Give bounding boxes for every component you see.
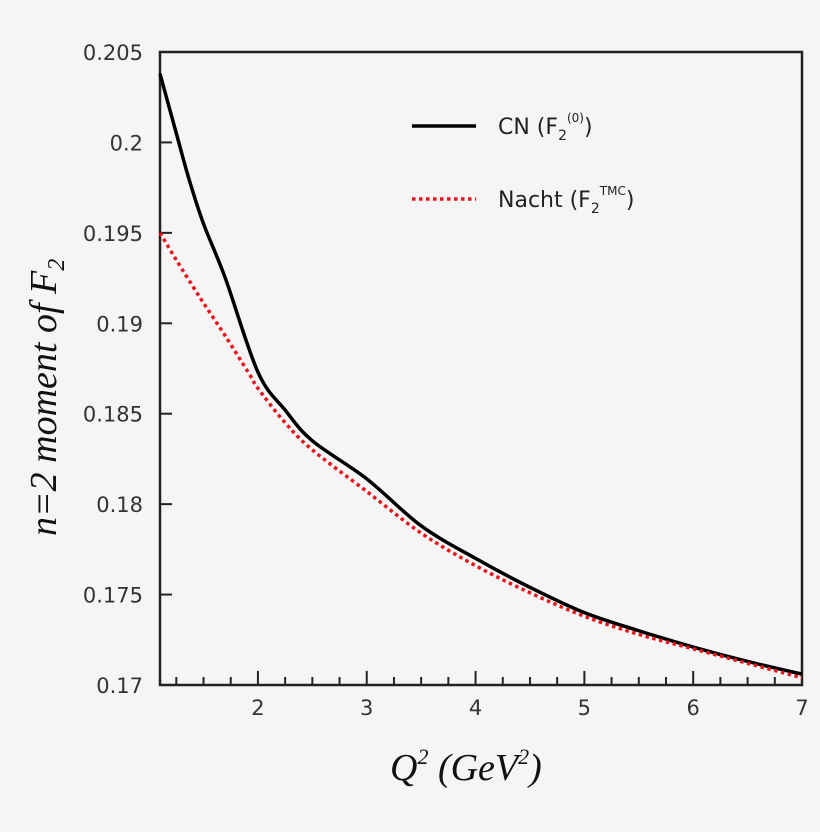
x-axis-ticks: 2 3 4 5 6 7 <box>175 671 809 720</box>
y-axis-ticks: 0.17 0.175 0.18 0.185 0.19 0.195 0.2 0.205 <box>83 41 172 698</box>
x-tick-label: 4 <box>469 696 482 720</box>
legend-label-cn: CN (F2(0)) <box>498 111 593 144</box>
y-tick-label: 0.17 <box>96 674 143 698</box>
series-nacht <box>158 231 803 680</box>
y-axis-title: n=2 moment of F2 <box>23 259 70 536</box>
x-tick-label: 5 <box>578 696 591 720</box>
series-cn <box>158 73 803 676</box>
x-axis-title: Q2 (GeV2) <box>390 744 542 789</box>
plot-area <box>158 50 804 687</box>
x-tick-label: 2 <box>251 696 264 720</box>
y-tick-label: 0.18 <box>96 493 143 517</box>
legend: CN (F2(0)) Nacht (F2TMC) <box>412 111 634 217</box>
y-tick-label: 0.19 <box>96 312 143 336</box>
y-tick-label: 0.185 <box>83 403 143 427</box>
series-layer <box>158 73 803 680</box>
x-tick-label: 3 <box>360 696 373 720</box>
y-tick-label: 0.175 <box>83 584 143 608</box>
x-tick-label: 7 <box>795 696 808 720</box>
plot-frame <box>158 50 804 687</box>
y-tick-label: 0.205 <box>83 41 143 65</box>
y-tick-label: 0.195 <box>83 222 143 246</box>
y-tick-label: 0.2 <box>110 131 143 155</box>
legend-label-nacht: Nacht (F2TMC) <box>498 184 634 217</box>
x-tick-label: 6 <box>686 696 699 720</box>
